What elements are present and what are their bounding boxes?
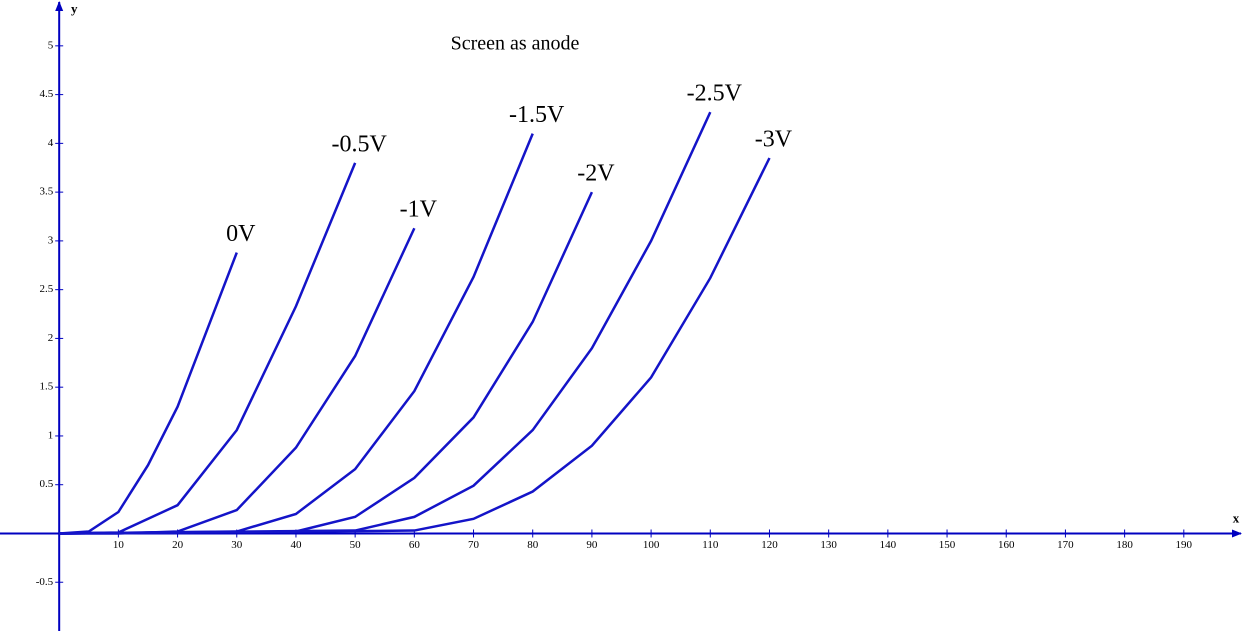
curve-label: -0.5V [331,131,387,157]
curve-label: -3V [755,126,793,152]
x-tick-label: 120 [761,539,778,551]
curve [59,111,712,535]
x-tick-label: 10 [113,539,125,551]
y-axis-arrow [55,1,64,11]
x-tick-label: 40 [290,539,302,551]
x-tick-label: 50 [350,539,362,551]
curve-label: -1V [400,197,438,223]
x-tick-label: 60 [409,539,421,551]
y-tick-label: 0.5 [39,478,53,490]
x-tick-label: 180 [1116,539,1133,551]
x-tick-label: 110 [702,539,719,551]
chart-title: Screen as anode [451,33,580,55]
curve-label: 0V [226,221,256,247]
curve [59,162,357,535]
curve [59,133,534,535]
x-tick-label: 190 [1176,539,1193,551]
x-tick-label: 140 [880,539,897,551]
x-tick-label: 160 [998,539,1015,551]
x-axis-arrow [1232,529,1242,538]
y-axis-label: y [71,1,78,16]
y-tick-label: 4 [48,137,54,149]
x-tick-label: 130 [820,539,837,551]
y-tick-label: 4.5 [39,88,53,100]
x-axis-label: x [1233,510,1240,525]
curve [59,227,416,535]
y-tick-label: -0.5 [36,576,54,588]
x-tick-label: 150 [939,539,956,551]
y-tick-label: 5 [48,39,54,51]
y-tick-label: 3.5 [39,186,53,198]
y-tick-label: 1.5 [39,381,53,393]
curve-label: -2.5V [687,81,743,107]
curve-label: -1.5V [509,102,565,128]
x-tick-label: 100 [643,539,660,551]
x-tick-label: 90 [586,539,598,551]
x-tick-label: 70 [468,539,480,551]
x-tick-label: 80 [527,539,539,551]
y-tick-label: 2.5 [39,283,53,295]
x-tick-label: 20 [172,539,184,551]
x-tick-label: 30 [231,539,243,551]
curve-label: -2V [577,161,615,187]
curve [59,191,594,535]
curve [59,157,771,535]
y-tick-label: 1 [48,429,54,441]
x-tick-label: 170 [1057,539,1074,551]
curve [59,252,238,535]
y-tick-label: 3 [48,234,54,246]
y-tick-label: 2 [48,332,54,344]
